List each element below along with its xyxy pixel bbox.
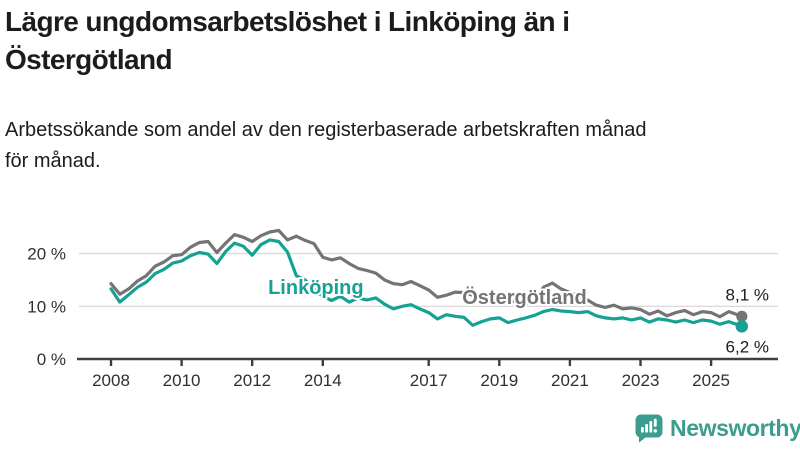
x-tick-label-2010: 2010 (163, 371, 201, 390)
x-tick-label-2017: 2017 (410, 371, 448, 390)
page-title: Lägre ungdomsarbetslöshet i Linköping än… (5, 3, 785, 79)
subtitle-line-1: Arbetssökande som andel av den registerb… (5, 119, 647, 141)
x-tick-label-2014: 2014 (304, 371, 342, 390)
x-tick-label-2021: 2021 (551, 371, 589, 390)
series-label-linkoping: Linköping (268, 277, 364, 299)
line-chart: 0 % 10 % 20 % 2008 2010 2012 2014 2017 2019 2021 2… (0, 205, 800, 405)
series-label-ostergotland: Östergötland (462, 286, 586, 309)
x-tick-label-2025: 2025 (692, 371, 730, 390)
series-line-linkoping (109, 238, 744, 328)
title-line-2: Östergötland (5, 44, 173, 75)
newsworthy-wordmark: Newsworthy (670, 414, 800, 441)
y-tick-label-10: 10 % (27, 297, 66, 316)
end-value-label-linkoping: 6,2 % (726, 337, 769, 356)
chart-canvas: 0 % 10 % 20 % 2008 2010 2012 2014 2017 2019 2021 2… (27, 228, 778, 390)
y-tick-label-20: 20 % (27, 245, 66, 264)
newsworthy-logo: Newsworthy (634, 412, 800, 444)
subtitle-line-2: för månad. (5, 150, 101, 172)
newsworthy-icon (635, 414, 663, 443)
x-tick-label-2008: 2008 (92, 371, 130, 390)
x-tick-label-2012: 2012 (233, 371, 271, 390)
end-value-label-ostergotland: 8,1 % (726, 285, 769, 304)
x-tick-label-2019: 2019 (480, 371, 518, 390)
y-tick-label-0: 0 % (37, 350, 66, 369)
series-end-dot-linkoping (735, 320, 749, 333)
title-line-1: Lägre ungdomsarbetslöshet i Linköping än… (5, 6, 570, 37)
x-tick-label-2023: 2023 (622, 371, 660, 390)
series-end-dot-ostergotland (736, 310, 748, 322)
chart-subtitle: Arbetssökande som andel av den registerb… (5, 115, 785, 177)
series-line-ostergotland (109, 228, 744, 319)
